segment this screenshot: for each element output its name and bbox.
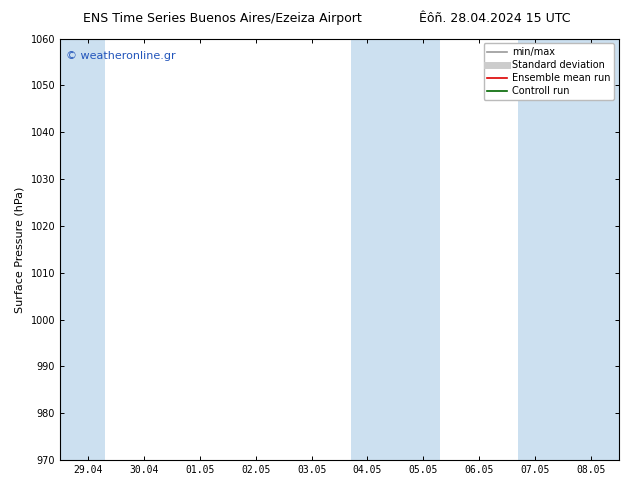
Text: ENS Time Series Buenos Aires/Ezeiza Airport: ENS Time Series Buenos Aires/Ezeiza Airp… xyxy=(82,12,361,25)
Bar xyxy=(60,39,105,460)
Text: Êôñ. 28.04.2024 15 UTC: Êôñ. 28.04.2024 15 UTC xyxy=(419,12,570,25)
Text: © weatheronline.gr: © weatheronline.gr xyxy=(66,51,175,61)
Bar xyxy=(351,39,440,460)
Bar xyxy=(519,39,619,460)
Legend: min/max, Standard deviation, Ensemble mean run, Controll run: min/max, Standard deviation, Ensemble me… xyxy=(484,44,614,100)
Y-axis label: Surface Pressure (hPa): Surface Pressure (hPa) xyxy=(15,186,25,313)
